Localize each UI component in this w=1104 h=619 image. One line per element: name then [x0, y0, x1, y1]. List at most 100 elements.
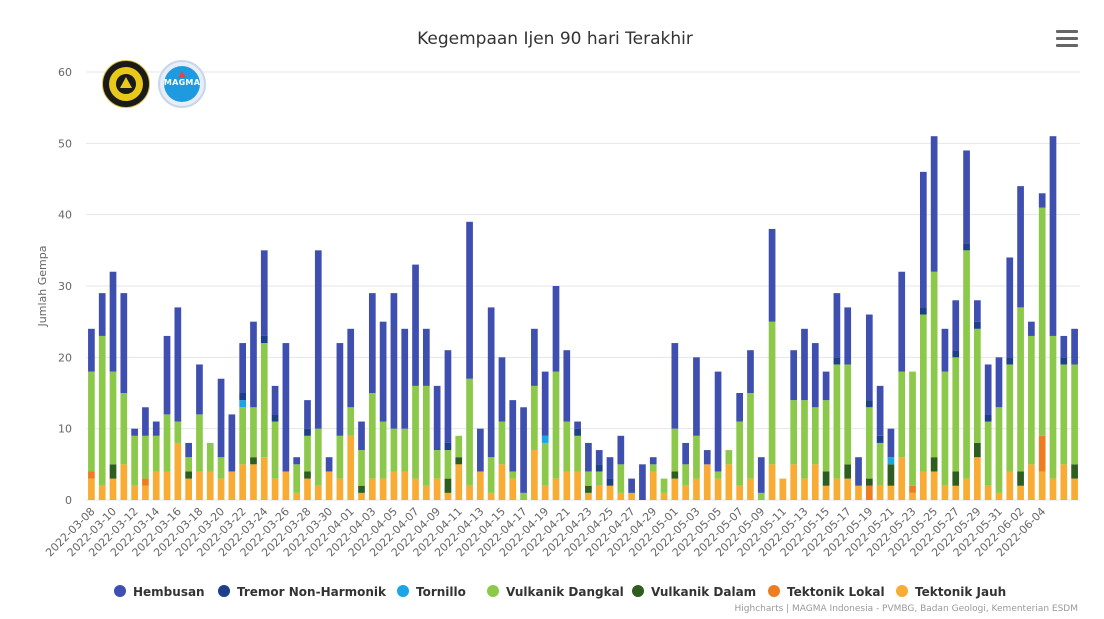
bar-segment[interactable] — [855, 485, 862, 500]
bar-segment[interactable] — [876, 442, 884, 486]
bar-segment[interactable] — [1049, 136, 1057, 336]
bar-segment[interactable] — [952, 350, 960, 358]
bar-segment[interactable] — [801, 328, 808, 401]
bar-segment[interactable] — [325, 457, 333, 472]
bar-segment[interactable] — [1060, 335, 1068, 358]
legend-item[interactable]: Tornillo — [397, 585, 466, 599]
bar-segment[interactable] — [347, 435, 355, 500]
bar-segment[interactable] — [401, 328, 409, 429]
bar-segment[interactable] — [660, 492, 668, 500]
bar-segment[interactable] — [304, 471, 311, 479]
bar-segment[interactable] — [260, 250, 268, 336]
bar-segment[interactable] — [574, 421, 581, 429]
bar-segment[interactable] — [974, 321, 981, 329]
bar-segment[interactable] — [314, 428, 322, 486]
legend-item[interactable]: Tremor Non-Harmonik — [218, 585, 387, 599]
bar-segment[interactable] — [974, 328, 981, 443]
bar-segment[interactable] — [250, 464, 257, 500]
bar-segment[interactable] — [120, 293, 128, 393]
bar-segment[interactable] — [152, 435, 160, 472]
bar-segment[interactable] — [822, 371, 830, 401]
bar-segment[interactable] — [131, 435, 138, 486]
bar-segment[interactable] — [541, 442, 549, 486]
bar-segment[interactable] — [422, 485, 430, 500]
bar-segment[interactable] — [898, 371, 906, 458]
bar-segment[interactable] — [142, 435, 149, 479]
bar-segment[interactable] — [747, 350, 754, 393]
bar-segment[interactable] — [444, 350, 452, 443]
bar-segment[interactable] — [509, 471, 517, 479]
bar-segment[interactable] — [271, 385, 279, 415]
bar-segment[interactable] — [649, 471, 657, 500]
bar-segment[interactable] — [984, 364, 992, 415]
bar-segment[interactable] — [682, 464, 689, 486]
bar-segment[interactable] — [520, 492, 527, 500]
bar-segment[interactable] — [217, 457, 225, 479]
bar-segment[interactable] — [606, 457, 614, 479]
bar-segment[interactable] — [1038, 207, 1046, 436]
bar-segment[interactable] — [196, 471, 203, 500]
bar-segment[interactable] — [142, 485, 149, 500]
bar-segment[interactable] — [585, 492, 592, 500]
bar-segment[interactable] — [876, 385, 884, 436]
bar-segment[interactable] — [1071, 464, 1078, 479]
bar-segment[interactable] — [336, 343, 344, 436]
bar-segment[interactable] — [131, 485, 138, 500]
bar-segment[interactable] — [250, 457, 257, 465]
bar-segment[interactable] — [498, 421, 506, 465]
bar-segment[interactable] — [260, 343, 268, 458]
bar-segment[interactable] — [390, 293, 398, 429]
bar-segment[interactable] — [541, 435, 549, 443]
bar-segment[interactable] — [509, 478, 517, 500]
bar-segment[interactable] — [952, 471, 960, 486]
bar-segment[interactable] — [930, 457, 938, 472]
bar-segment[interactable] — [88, 471, 95, 479]
bar-segment[interactable] — [412, 385, 419, 479]
bar-segment[interactable] — [822, 485, 830, 500]
bar-segment[interactable] — [574, 471, 581, 500]
bar-segment[interactable] — [401, 471, 409, 500]
bar-segment[interactable] — [779, 478, 787, 500]
bar-segment[interactable] — [552, 371, 560, 479]
bar-segment[interactable] — [887, 457, 895, 465]
bar-segment[interactable] — [952, 300, 960, 351]
bar-segment[interactable] — [887, 428, 895, 458]
bar-segment[interactable] — [617, 492, 625, 500]
bar-segment[interactable] — [682, 485, 689, 500]
bar-segment[interactable] — [865, 407, 873, 479]
bar-segment[interactable] — [930, 471, 938, 500]
bar-segment[interactable] — [703, 450, 711, 465]
bar-segment[interactable] — [563, 421, 571, 472]
bar-segment[interactable] — [952, 485, 960, 500]
bar-segment[interactable] — [250, 321, 257, 408]
bar-segment[interactable] — [974, 300, 981, 322]
bar-segment[interactable] — [984, 485, 992, 500]
bar-segment[interactable] — [88, 478, 95, 500]
bar-segment[interactable] — [390, 428, 398, 472]
bar-segment[interactable] — [952, 357, 960, 472]
bar-segment[interactable] — [239, 400, 247, 408]
bar-segment[interactable] — [293, 464, 301, 493]
bar-segment[interactable] — [466, 485, 473, 500]
bar-segment[interactable] — [163, 414, 171, 472]
bar-segment[interactable] — [725, 464, 733, 500]
bar-segment[interactable] — [585, 442, 592, 472]
bar-segment[interactable] — [919, 171, 927, 308]
bar-segment[interactable] — [930, 136, 938, 272]
bar-segment[interactable] — [941, 328, 949, 372]
bar-segment[interactable] — [736, 421, 744, 486]
bar-segment[interactable] — [509, 400, 517, 472]
bar-segment[interactable] — [336, 435, 344, 479]
bar-segment[interactable] — [1006, 257, 1014, 358]
bar-segment[interactable] — [671, 471, 679, 479]
bar-segment[interactable] — [228, 471, 236, 500]
bar-segment[interactable] — [941, 485, 949, 500]
bar-segment[interactable] — [314, 250, 322, 429]
bar-segment[interactable] — [444, 492, 452, 500]
bar-segment[interactable] — [822, 400, 830, 472]
bar-segment[interactable] — [984, 421, 992, 486]
bar-segment[interactable] — [671, 478, 679, 500]
bar-segment[interactable] — [909, 485, 916, 493]
bar-segment[interactable] — [109, 371, 117, 465]
bar-segment[interactable] — [563, 350, 571, 422]
